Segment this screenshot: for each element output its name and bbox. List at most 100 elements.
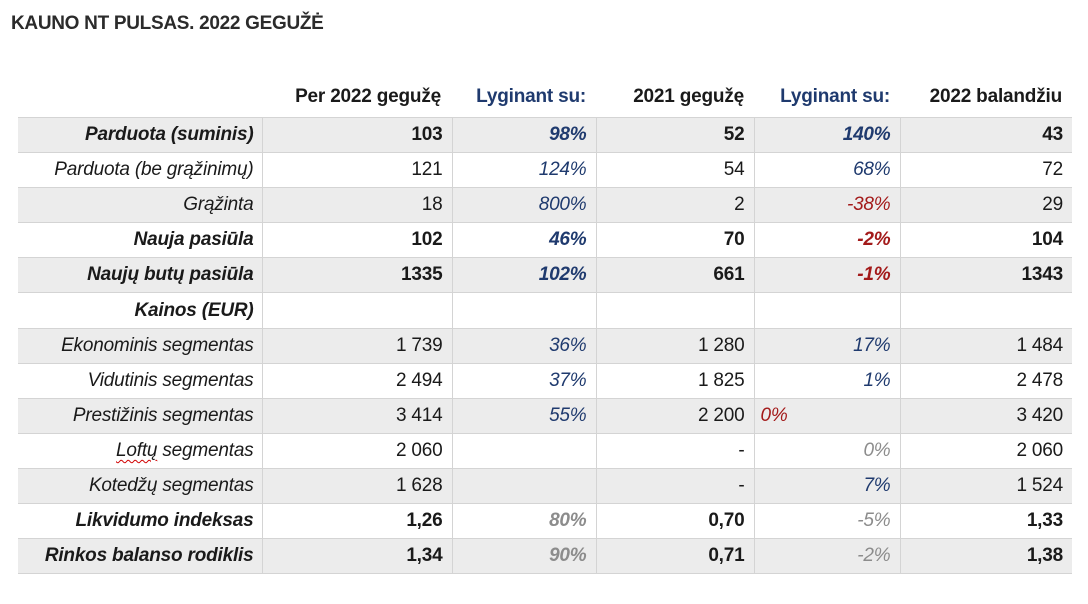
header-2022-balandziu: 2022 balandžiu (929, 86, 1063, 107)
value-2022-may: 1,26 (261, 503, 453, 540)
table-row: Nauja pasiūla 102 46% 70 -2% 104 (18, 222, 1072, 259)
change-vs-2021: 36% (451, 327, 597, 364)
value-2021-may: 0,70 (595, 503, 755, 540)
value-2022-april (899, 292, 1072, 329)
value-2022-april: 2 060 (899, 432, 1072, 469)
value-2021-may: 54 (595, 152, 755, 189)
row-label: Nauja pasiūla (18, 222, 263, 259)
value-2022-april: 3 420 (899, 397, 1072, 434)
change-vs-2021: 90% (451, 538, 597, 575)
row-label: Prestižinis segmentas (18, 397, 263, 434)
value-2021-may: 2 200 (595, 397, 755, 434)
value-2022-april: 43 (899, 116, 1072, 154)
change-vs-april: -2% (753, 538, 901, 575)
change-vs-2021: 124% (451, 152, 597, 189)
change-vs-april: 7% (753, 467, 901, 505)
change-vs-april: 0% (753, 432, 901, 469)
table-row: Ekonominis segmentas 1 739 36% 1 280 17%… (18, 327, 1072, 364)
row-label: Parduota (be grąžinimų) (18, 152, 263, 189)
table-row: Kotedžų segmentas 1 628 - 7% 1 524 (18, 467, 1072, 505)
row-label: Loftų segmentas (18, 432, 263, 469)
table-row: Kainos (EUR) (18, 292, 1072, 329)
value-2022-april: 1 524 (899, 467, 1072, 505)
value-2021-may: 2 (595, 187, 755, 224)
value-2022-may: 1 628 (261, 467, 453, 505)
value-2021-may: - (595, 432, 755, 469)
change-vs-april: 68% (753, 152, 901, 189)
header-2021-geguze: 2021 gegužę (633, 86, 744, 107)
row-label: Naujų butų pasiūla (18, 257, 263, 294)
change-vs-2021 (451, 292, 597, 329)
change-vs-april: -1% (753, 257, 901, 294)
value-2022-april: 1,33 (899, 503, 1072, 540)
value-2022-may: 1 739 (261, 327, 453, 364)
value-2022-april: 72 (899, 152, 1072, 189)
value-2022-april: 29 (899, 187, 1072, 224)
table-row: Rinkos balanso rodiklis 1,34 90% 0,71 -2… (18, 538, 1072, 575)
change-vs-2021 (451, 467, 597, 505)
table-row: Naujų butų pasiūla 1335 102% 661 -1% 134… (18, 257, 1072, 294)
change-vs-april: -2% (753, 222, 901, 259)
value-2021-may: 70 (595, 222, 755, 259)
kpi-table: Parduota (suminis) 103 98% 52 140% 43 Pa… (18, 116, 1072, 575)
change-vs-april: 17% (753, 327, 901, 364)
value-2021-may: 1 825 (595, 362, 755, 399)
value-2021-may: 1 280 (595, 327, 755, 364)
row-label: Rinkos balanso rodiklis (18, 538, 263, 575)
change-vs-2021 (451, 432, 597, 469)
column-headers: Per 2022 gegužę Lyginant su: 2021 gegužę… (0, 82, 1088, 112)
table-row: Loftų segmentas 2 060 - 0% 2 060 (18, 432, 1072, 469)
change-vs-2021: 37% (451, 362, 597, 399)
change-vs-2021: 46% (451, 222, 597, 259)
table-row: Prestižinis segmentas 3 414 55% 2 200 0%… (18, 397, 1072, 434)
value-2022-may: 1,34 (261, 538, 453, 575)
value-2021-may (595, 292, 755, 329)
change-vs-2021: 55% (451, 397, 597, 434)
change-vs-2021: 102% (451, 257, 597, 294)
value-2021-may: 0,71 (595, 538, 755, 575)
row-label: Parduota (suminis) (18, 116, 263, 154)
change-vs-2021: 800% (451, 187, 597, 224)
value-2022-may (261, 292, 453, 329)
value-2022-may: 3 414 (261, 397, 453, 434)
table-row: Parduota (be grąžinimų) 121 124% 54 68% … (18, 152, 1072, 189)
table-row: Parduota (suminis) 103 98% 52 140% 43 (18, 116, 1072, 154)
table-row: Grąžinta 18 800% 2 -38% 29 (18, 187, 1072, 224)
row-label-prefix: Loftų (116, 439, 158, 461)
change-vs-april: -38% (753, 187, 901, 224)
table-row: Likvidumo indeksas 1,26 80% 0,70 -5% 1,3… (18, 503, 1072, 540)
value-2021-may: 52 (595, 116, 755, 154)
row-label: Ekonominis segmentas (18, 327, 263, 364)
value-2022-may: 18 (261, 187, 453, 224)
header-lyginant-su-1: Lyginant su: (476, 86, 586, 107)
row-label: Likvidumo indeksas (18, 503, 263, 540)
change-vs-2021: 98% (451, 116, 597, 154)
row-label: Kotedžų segmentas (18, 467, 263, 505)
value-2022-may: 121 (261, 152, 453, 189)
value-2022-april: 2 478 (899, 362, 1072, 399)
header-per-2022-geguze: Per 2022 gegužę (295, 86, 441, 107)
value-2022-may: 102 (261, 222, 453, 259)
change-vs-april: 0% (753, 397, 901, 434)
header-lyginant-su-2: Lyginant su: (780, 86, 890, 107)
value-2022-may: 2 494 (261, 362, 453, 399)
row-label-suffix: segmentas (157, 439, 254, 461)
table-row: Vidutinis segmentas 2 494 37% 1 825 1% 2… (18, 362, 1072, 399)
value-2022-april: 104 (899, 222, 1072, 259)
page-title: KAUNO NT PULSAS. 2022 GEGUŽĖ (11, 13, 324, 34)
value-2022-may: 103 (261, 116, 453, 154)
change-vs-april: -5% (753, 503, 901, 540)
value-2022-may: 1335 (261, 257, 453, 294)
change-vs-april: 140% (753, 116, 901, 154)
row-label: Vidutinis segmentas (18, 362, 263, 399)
value-2022-may: 2 060 (261, 432, 453, 469)
value-2021-may: - (595, 467, 755, 505)
value-2022-april: 1,38 (899, 538, 1072, 575)
value-2021-may: 661 (595, 257, 755, 294)
value-2022-april: 1343 (899, 257, 1072, 294)
row-label: Kainos (EUR) (18, 292, 263, 329)
change-vs-april (753, 292, 901, 329)
change-vs-april: 1% (753, 362, 901, 399)
row-label: Grąžinta (18, 187, 263, 224)
value-2022-april: 1 484 (899, 327, 1072, 364)
